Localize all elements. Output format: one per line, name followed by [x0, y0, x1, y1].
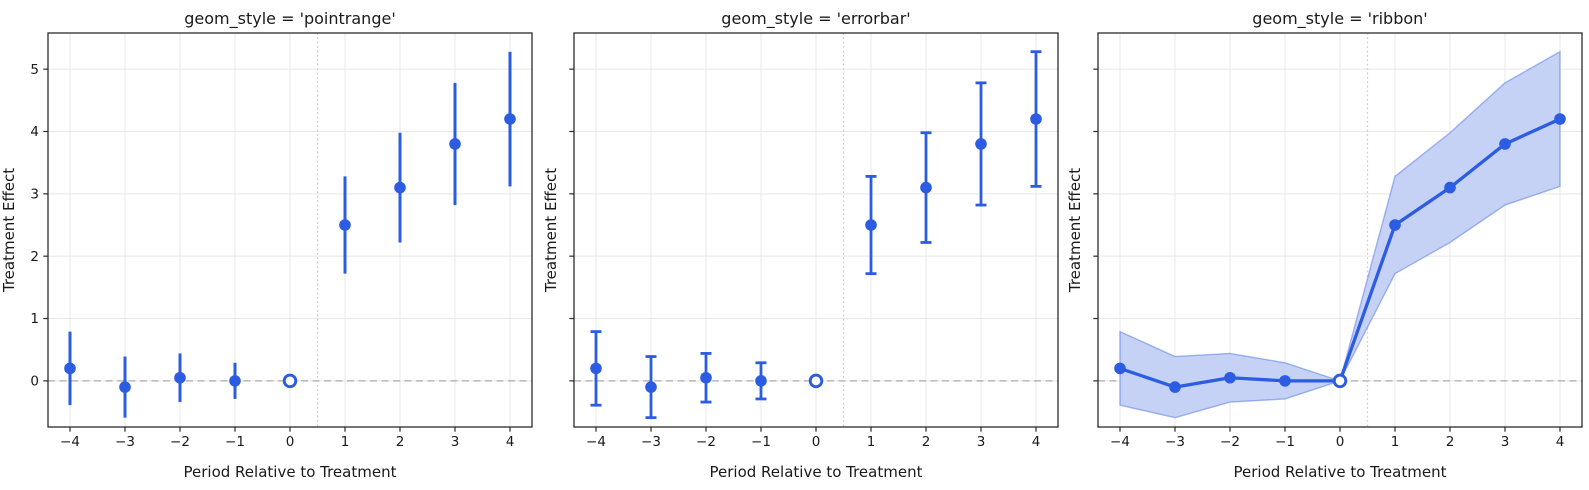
estimate-marker: [1554, 113, 1566, 125]
x-tick-label: 0: [1336, 434, 1345, 450]
x-tick-label: −3: [641, 434, 661, 450]
x-tick-label: 1: [867, 434, 876, 450]
x-tick-label: 3: [977, 434, 986, 450]
y-tick-label: 1: [30, 311, 39, 327]
estimate-marker: [119, 381, 131, 393]
x-tick-label: 4: [1556, 434, 1565, 450]
facet-ribbon: −4 −3 −2 −1 0 1 2 3 4 geom_style = 'ribbon' Period…: [1066, 9, 1583, 481]
facet-title: geom_style = 'errorbar': [721, 9, 910, 29]
estimate-marker: [1224, 371, 1236, 384]
estimate-marker: [394, 181, 406, 194]
estimate-marker: [174, 371, 186, 384]
facet-pointrange: −4 −3 −2 −1 0 1 2 3 4 0 1 2 3 4 5 geom_style = 'pointra…: [0, 9, 533, 481]
x-tick-label: −2: [696, 434, 716, 450]
x-tick-label: −4: [586, 434, 606, 450]
estimate-marker: [1444, 181, 1456, 194]
estimate-marker: [755, 375, 767, 387]
facet-title: geom_style = 'pointrange': [184, 9, 395, 29]
x-axis-label: Period Relative to Treatment: [1234, 463, 1447, 481]
x-tick-label: −3: [115, 434, 135, 450]
reference-period-marker: [808, 373, 824, 389]
x-tick-label: 1: [1391, 434, 1400, 450]
estimate-marker: [645, 381, 657, 393]
y-axis-label: Treatment Effect: [0, 168, 18, 293]
y-axis-label: Treatment Effect: [1066, 168, 1084, 293]
y-tick-label: 4: [30, 124, 39, 140]
estimate-marker: [64, 362, 76, 375]
x-axis-label: Period Relative to Treatment: [710, 463, 923, 481]
estimate-marker: [229, 375, 241, 387]
estimate-marker: [1114, 362, 1126, 375]
estimate-marker: [590, 362, 602, 375]
confidence-ribbon: [1119, 50, 1561, 419]
x-tick-label: −3: [1165, 434, 1185, 450]
estimate-marker: [920, 181, 932, 194]
y-tick-label: 2: [30, 249, 39, 265]
x-axis-label: Period Relative to Treatment: [184, 463, 397, 481]
estimate-marker: [339, 219, 351, 231]
reference-period-marker: [1332, 373, 1348, 389]
estimate-marker: [504, 113, 516, 125]
estimate-marker: [700, 371, 712, 384]
y-axis-label: Treatment Effect: [542, 168, 560, 293]
facet-errorbar: −4 −3 −2 −1 0 1 2 3 4 geom_style = 'errorbar' Peri…: [542, 9, 1059, 481]
x-tick-label: 1: [341, 434, 350, 450]
x-tick-label: 2: [396, 434, 405, 450]
x-tick-label: 2: [1446, 434, 1455, 450]
x-tick-label: −2: [1220, 434, 1240, 450]
estimate-marker: [865, 219, 877, 231]
x-tick-label: −1: [1275, 434, 1295, 450]
estimate-marker: [449, 138, 461, 150]
x-tick-label: −4: [1110, 434, 1130, 450]
y-tick-label: 0: [30, 374, 39, 390]
x-tick-label: −2: [170, 434, 190, 450]
x-tick-label: 4: [506, 434, 515, 450]
estimate-marker: [1279, 375, 1291, 387]
x-tick-label: 2: [922, 434, 931, 450]
x-tick-label: 0: [286, 434, 295, 450]
reference-period-marker: [282, 373, 298, 389]
y-tick-label: 5: [30, 62, 39, 78]
x-tick-label: −4: [60, 434, 80, 450]
facet-title: geom_style = 'ribbon': [1252, 9, 1427, 29]
estimate-marker: [1169, 381, 1181, 393]
y-tick-label: 3: [30, 187, 39, 203]
estimate-marker: [975, 138, 987, 150]
x-tick-label: 3: [451, 434, 460, 450]
x-tick-label: 0: [812, 434, 821, 450]
x-tick-label: −1: [751, 434, 771, 450]
x-tick-label: 4: [1032, 434, 1041, 450]
estimate-marker: [1030, 113, 1042, 125]
x-tick-label: 3: [1501, 434, 1510, 450]
x-tick-label: −1: [225, 434, 245, 450]
estimate-marker: [1499, 138, 1511, 150]
estimate-marker: [1389, 219, 1401, 231]
